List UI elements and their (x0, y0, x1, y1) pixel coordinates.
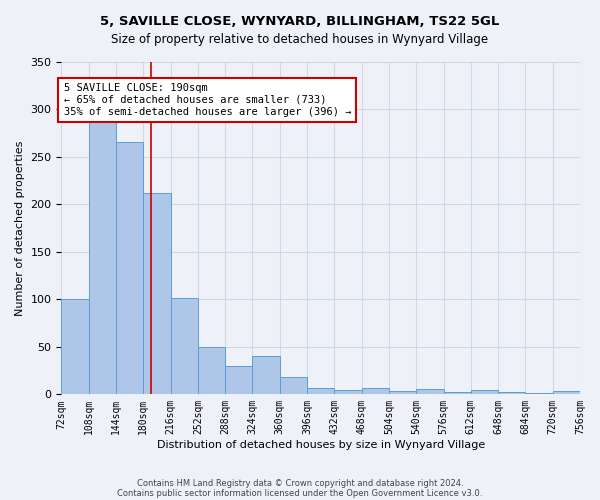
Bar (280, 377, 307, 394)
Text: 5, SAVILLE CLOSE, WYNYARD, BILLINGHAM, TS22 5GL: 5, SAVILLE CLOSE, WYNYARD, BILLINGHAM, T… (100, 15, 500, 28)
Bar (225, 366, 253, 394)
Bar (170, 298, 198, 394)
Bar (307, 388, 334, 394)
Y-axis label: Number of detached properties: Number of detached properties (15, 140, 25, 316)
Bar (89, 122, 116, 394)
X-axis label: Distribution of detached houses by size in Wynyard Village: Distribution of detached houses by size … (157, 440, 485, 450)
Bar (471, 390, 498, 394)
Bar (143, 192, 170, 394)
Text: Contains HM Land Registry data © Crown copyright and database right 2024.: Contains HM Land Registry data © Crown c… (137, 478, 463, 488)
Bar (253, 356, 280, 395)
Bar (443, 392, 471, 394)
Bar (198, 347, 225, 395)
Bar (389, 392, 416, 394)
Bar (416, 388, 443, 394)
Text: Contains public sector information licensed under the Open Government Licence v3: Contains public sector information licen… (118, 488, 482, 498)
Bar (116, 142, 143, 394)
Bar (61, 299, 89, 394)
Text: Size of property relative to detached houses in Wynyard Village: Size of property relative to detached ho… (112, 32, 488, 46)
Bar (334, 390, 362, 394)
Bar (498, 392, 526, 394)
Bar (362, 388, 389, 394)
Bar (553, 390, 580, 394)
Text: 5 SAVILLE CLOSE: 190sqm
← 65% of detached houses are smaller (733)
35% of semi-d: 5 SAVILLE CLOSE: 190sqm ← 65% of detache… (64, 84, 351, 116)
